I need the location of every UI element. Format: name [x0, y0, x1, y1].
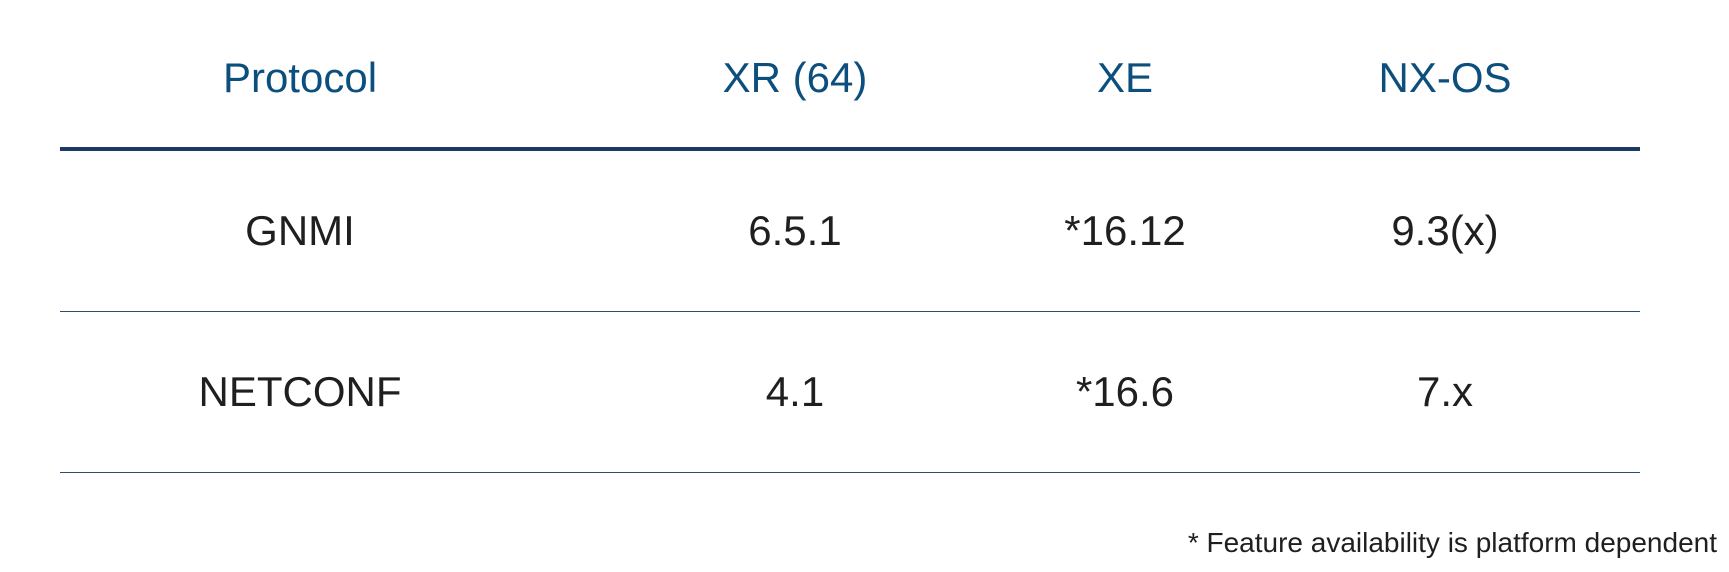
table-row: NETCONF 4.1 *16.6 7.x — [60, 312, 1640, 473]
column-header-xr64: XR (64) — [722, 53, 868, 101]
protocol-cell: NETCONF — [198, 368, 402, 415]
protocol-cell: GNMI — [245, 207, 355, 254]
protocol-support-table: Protocol XR (64) XE NX-OS GNMI 6.5.1 *16… — [60, 0, 1640, 473]
table-row: GNMI 6.5.1 *16.12 9.3(x) — [60, 151, 1640, 312]
nxos-version-cell: 9.3(x) — [1391, 207, 1499, 254]
column-header-nxos: NX-OS — [1378, 53, 1512, 101]
xr64-version-cell: 4.1 — [765, 368, 825, 415]
xe-version-cell: *16.12 — [1064, 207, 1186, 254]
nxos-version-cell: 7.x — [1416, 368, 1474, 415]
footnote: * Feature availability is platform depen… — [1187, 527, 1717, 558]
column-header-xe: XE — [1096, 53, 1154, 101]
column-header-protocol: Protocol — [222, 53, 378, 101]
table-header-row: Protocol XR (64) XE NX-OS — [60, 0, 1640, 151]
xe-version-cell: *16.6 — [1075, 368, 1175, 415]
xr64-version-cell: 6.5.1 — [748, 207, 842, 254]
